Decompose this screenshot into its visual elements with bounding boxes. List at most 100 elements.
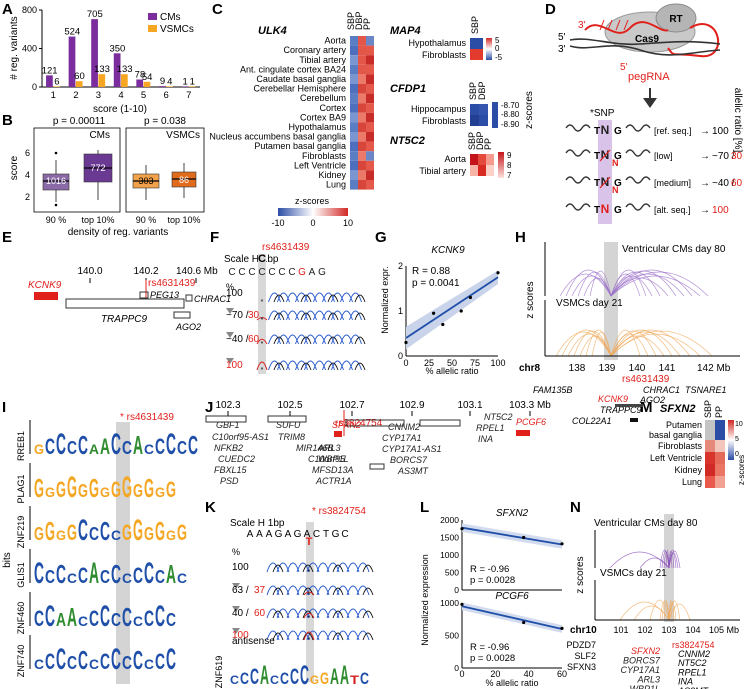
k-logo-letter: C <box>230 673 239 687</box>
d-row-alt: 30 <box>731 151 743 162</box>
d-arrow-glyph: → <box>700 151 710 162</box>
j-gene-label: NT5C2 <box>484 412 513 422</box>
c-heat-cell <box>350 64 358 75</box>
c-heat-cell <box>366 112 374 123</box>
a-bar-value: 4 <box>167 76 172 87</box>
h-cms-arc <box>610 273 685 297</box>
c-heat-cell <box>350 132 358 142</box>
i-motif-letter: G <box>122 471 132 504</box>
k-row-ref: 63 / <box>232 585 249 596</box>
g-xtick: 0 <box>403 358 408 368</box>
l-xtick: 0 <box>459 669 464 679</box>
m-tissue: Lung <box>682 477 702 487</box>
i-motif-letter: G <box>67 471 77 504</box>
n-vsmcs-arc <box>649 599 670 621</box>
k-trace-black <box>272 587 374 596</box>
d-row-label: [ref. seq.] <box>654 126 692 136</box>
c-heat-cell <box>366 122 374 132</box>
n-top-label: Ventricular CMs day 80 <box>594 518 698 529</box>
i-motif-letter: C <box>122 653 132 673</box>
c-colorbar-label: z-scores <box>295 196 330 206</box>
m-tissue: Left Ventricle <box>650 453 702 463</box>
panel-i: * rs4631439 bits RREB1 G C C C C A A C C A C C C C CPLA… <box>2 412 198 684</box>
d-pegrna-strand <box>584 21 669 34</box>
k-trace-blue <box>266 562 370 573</box>
a-bar-value: 705 <box>87 9 103 20</box>
n-tick: 104 <box>685 625 700 635</box>
a-bar-vsmcs <box>143 81 151 87</box>
e-gene-trappc9: TRAPPC9 <box>101 314 148 325</box>
e-chrac1-box <box>185 294 193 302</box>
m-cell <box>705 464 715 476</box>
d-row-value: ~70 / <box>712 151 735 162</box>
i-motif-letter: C <box>144 441 154 457</box>
b-outlier <box>54 203 58 207</box>
c-heatmap-ulk4 <box>350 36 374 190</box>
c-heat-cell <box>350 180 358 190</box>
i-motif-letter: C <box>100 649 110 674</box>
l-point <box>560 626 564 630</box>
c-tissue-label: Fibroblasts <box>302 151 347 161</box>
m-tissue: Putamen <box>666 420 702 430</box>
f-trace-blue <box>268 334 362 345</box>
panel-letter: L <box>420 499 429 516</box>
c-tissue-label: Coronary artery <box>283 45 346 55</box>
m-cell <box>715 476 725 488</box>
i-motif-letter: G <box>89 473 99 503</box>
b-frame-cms <box>33 127 121 213</box>
c-heat-cell <box>358 45 366 56</box>
k-star: * <box>308 592 311 599</box>
j-gene-label: CYP17A1-AS1 <box>382 444 442 454</box>
g-fit-line <box>405 276 499 339</box>
d-rna-ticks <box>599 19 629 31</box>
n-tick: 101 <box>613 625 628 635</box>
d-base-t: T <box>594 126 600 137</box>
d-base-g: G <box>614 178 622 189</box>
c-heat-cell <box>350 103 358 113</box>
a-x-label: score (1-10) <box>93 104 147 115</box>
f-arrow-down <box>226 308 234 314</box>
g-x-label: % allelic ratio <box>425 366 478 376</box>
b-cat: 90 % <box>46 215 67 225</box>
d-snp-label: *SNP <box>590 108 615 119</box>
k-logo-letter: C <box>270 673 279 687</box>
h-bottom-label: VSMCs day 21 <box>556 298 623 309</box>
d-row-label: [medium] <box>654 178 691 188</box>
m-cell <box>705 440 715 452</box>
c-tissue-label: Cortex BA9 <box>300 112 346 122</box>
c-heat-cell <box>358 93 366 104</box>
k-base: G <box>275 529 283 540</box>
c-heat-cell <box>350 170 358 180</box>
panel-e: 140.0 140.2 140.6 Mb KCNK9 rs4631439 PEG… <box>28 266 231 332</box>
c-tissue-label: Nucleus accumbens basal ganglia <box>209 132 346 142</box>
c-map4-tissue: Fibroblasts <box>422 50 467 60</box>
j-gene-label: CYP17A1 <box>382 433 422 443</box>
m-tissue: Fibroblasts <box>658 441 703 451</box>
n-gene-right: INA <box>678 677 693 687</box>
j-tick: 102.7 <box>339 400 364 411</box>
g-point <box>441 322 445 327</box>
l-fit-line <box>461 526 563 546</box>
g-r: R = 0.88 <box>412 266 451 277</box>
a-bar-value: 133 <box>117 64 133 75</box>
k-logo-letter: G <box>320 669 329 688</box>
l-p: p = 0.0028 <box>470 575 515 586</box>
m-colorbar-tick: 10 <box>735 421 743 428</box>
i-motif-letter: C <box>122 438 132 458</box>
a-bar-cms <box>68 36 76 87</box>
k-snp-column <box>306 522 314 682</box>
i-motif-letter: C <box>45 600 55 633</box>
g-confidence-band <box>406 270 498 350</box>
n-gene-left: SLF2 <box>574 651 596 661</box>
k-base: A <box>256 529 263 540</box>
m-col: PP <box>714 406 724 418</box>
j-gene-box-pcgf6 <box>516 430 530 436</box>
panel-letter: M <box>640 399 653 416</box>
g-point <box>459 309 463 313</box>
a-legend-vsmcs: VSMCs <box>160 24 194 35</box>
c-cfdp1-cell <box>479 104 488 115</box>
j-gene-label: ACTR1A <box>315 476 352 486</box>
b-cat: 90 % <box>136 215 157 225</box>
k-logo-letter: C <box>250 664 259 689</box>
